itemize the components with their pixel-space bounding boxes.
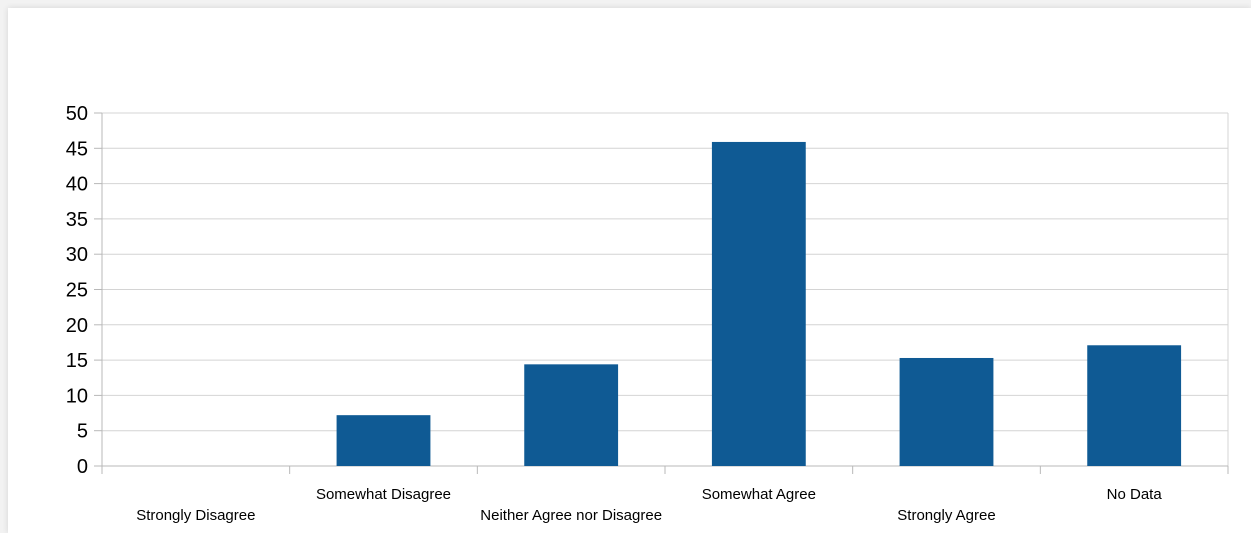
x-tick-label: Neither Agree nor Disagree xyxy=(480,507,662,524)
x-tick-label: Somewhat Agree xyxy=(702,486,816,503)
x-tick-label: No Data xyxy=(1107,486,1163,503)
x-tick-label: Strongly Disagree xyxy=(136,507,255,524)
y-tick-label: 5 xyxy=(77,421,88,443)
bars xyxy=(336,141,1182,467)
y-tick-label: 25 xyxy=(66,280,88,302)
y-tick-label: 45 xyxy=(66,138,88,160)
bar-no-data xyxy=(1087,345,1182,466)
y-tick-label: 35 xyxy=(66,209,88,231)
y-tick-label: 15 xyxy=(66,350,88,372)
y-tick-label: 50 xyxy=(66,103,88,125)
bar-somewhat-disagree xyxy=(336,415,431,466)
y-axis-ticks: 0 5 10 15 20 25 30 35 40 45 50 xyxy=(66,103,88,478)
bar-strongly-agree xyxy=(899,357,994,466)
y-tick-label: 0 xyxy=(77,456,88,478)
axes xyxy=(94,112,1229,474)
y-tick-label: 30 xyxy=(66,244,88,266)
gridlines xyxy=(102,112,1228,467)
bar-somewhat-agree xyxy=(711,141,806,467)
y-tick-label: 40 xyxy=(66,174,88,196)
chart-card xyxy=(8,8,1251,533)
y-tick-label: 20 xyxy=(66,315,88,337)
x-axis-ticks: Strongly Disagree Somewhat Disagree Neithe… xyxy=(136,486,1162,524)
y-tick-label: 10 xyxy=(66,385,88,407)
x-tick-label: Strongly Agree xyxy=(897,507,995,524)
bar-neither-agree-nor-disagree xyxy=(524,364,619,466)
x-tick-label: Somewhat Disagree xyxy=(316,486,451,503)
